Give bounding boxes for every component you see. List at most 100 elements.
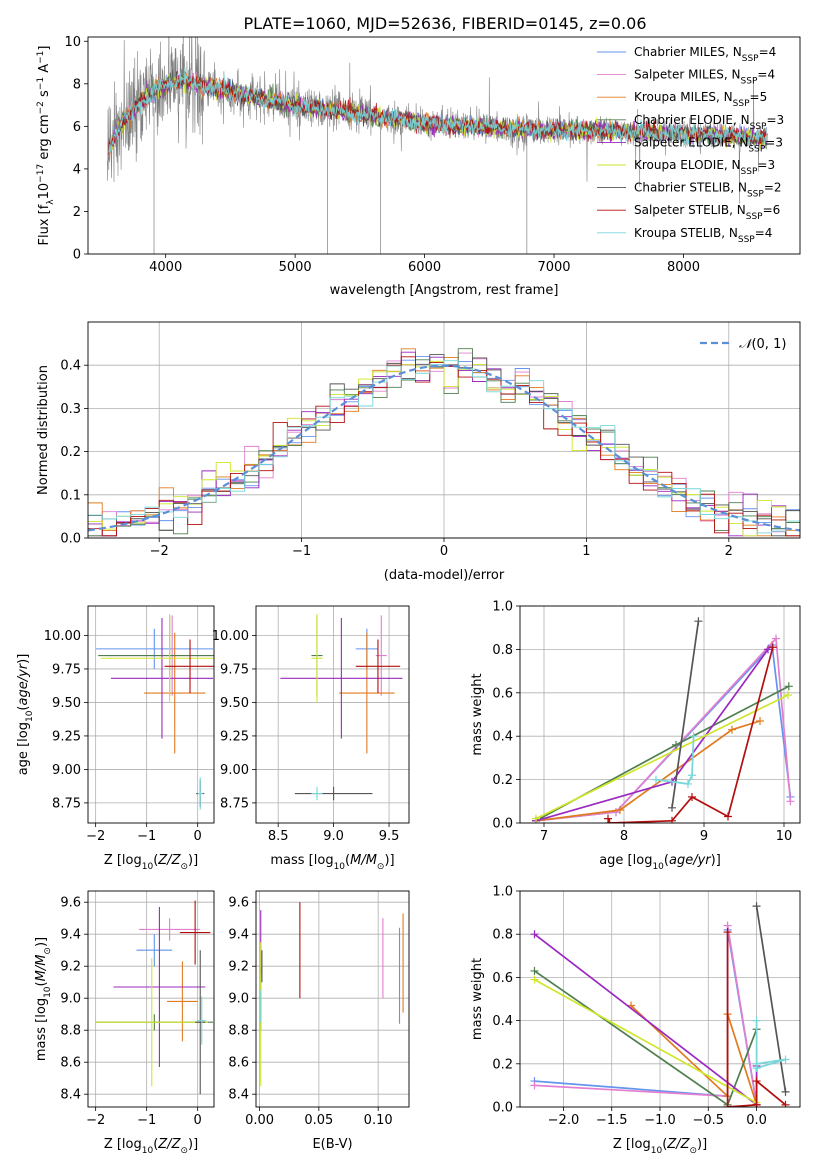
weight-marker <box>652 775 660 784</box>
y-tick-label: 0.8 <box>492 928 513 943</box>
axes-frame <box>87 890 215 1108</box>
y-tick-label: 9.6 <box>60 896 81 911</box>
histogram-6 <box>88 353 800 537</box>
weight-marker <box>530 1081 539 1090</box>
weight-marker <box>724 812 732 821</box>
weight-marker <box>752 1059 761 1068</box>
weight-marker <box>604 814 612 823</box>
weight-marker <box>781 1100 790 1107</box>
y-tick-label: 4 <box>73 162 81 177</box>
weight-line-4 <box>533 933 758 1107</box>
panel-mass-vs-EBV: 0.00 0.05 0.10 8.4 8.6 8.8 9.0 9.2 9.4 9.6 E(B-V) <box>228 890 410 1152</box>
weight-line-1 <box>534 925 758 1105</box>
y-tick-label: 8.8 <box>228 1024 249 1039</box>
x-tick-label: 7 <box>540 829 548 844</box>
x-tick-label: 7000 <box>537 260 570 275</box>
x-tick-label: −2 <box>86 829 105 844</box>
y-tick-label: 8.75 <box>52 796 81 811</box>
y-tick-label: 1.0 <box>492 885 513 900</box>
x-tick-label: 2 <box>725 544 733 559</box>
y-tick-label: 8.6 <box>60 1056 81 1071</box>
axes-frame <box>87 321 801 539</box>
y-axis-label: Normed distribution <box>36 365 51 495</box>
legend-entry: Kroupa STELIB, NSSP=4 <box>634 226 772 245</box>
y-tick-label: 8.4 <box>60 1088 81 1103</box>
weight-marker <box>530 975 539 984</box>
weight-marker <box>784 690 792 699</box>
weight-marker <box>784 682 793 691</box>
y-tick-label: 9.0 <box>228 992 249 1007</box>
y-tick-label: 0.6 <box>492 686 513 701</box>
weight-marker <box>532 814 540 823</box>
x-tick-label: 1 <box>582 544 590 559</box>
weight-marker <box>530 930 539 939</box>
y-tick-label: 0.2 <box>492 773 513 788</box>
weight-marker <box>688 792 696 801</box>
y-tick-label: 0.0 <box>60 532 81 547</box>
legend: 𝒩(0, 1) <box>700 337 786 352</box>
axes-frame <box>519 605 801 824</box>
y-tick-label: 1.0 <box>492 600 513 615</box>
panel-spectrum: 4000 5000 6000 7000 8000 0 2 4 6 8 10 wavelength [A… <box>36 35 801 298</box>
weight-line-2 <box>535 720 761 822</box>
x-tick-label: −1 <box>137 829 156 844</box>
axes-frame <box>87 36 801 255</box>
panel-residual-histogram: −2 −1 0 1 2 0.0 0.1 0.2 0.3 0.4 (data-model)/error… <box>36 321 801 583</box>
weight-marker <box>605 819 614 823</box>
x-tick-label: 6000 <box>408 260 441 275</box>
x-tick-label: 4000 <box>149 260 182 275</box>
weight-marker <box>752 1077 761 1086</box>
y-tick-label: 0 <box>73 248 81 263</box>
axes-frame <box>87 605 215 824</box>
weight-marker <box>772 634 780 643</box>
y-tick-label: 8 <box>73 77 81 92</box>
x-tick-label: 8.5 <box>268 829 289 844</box>
x-tick-label: 5000 <box>279 260 312 275</box>
x-axis-label: Z [log10(Z/Z⊙)] <box>104 853 198 872</box>
plot-area <box>532 617 795 823</box>
y-tick-label: 9.2 <box>228 960 249 975</box>
histogram-8 <box>88 360 800 534</box>
plot-area <box>280 614 403 801</box>
plot-area <box>95 614 214 810</box>
x-tick-label: −2 <box>86 1113 105 1128</box>
y-tick-label: 10 <box>64 35 81 50</box>
y-tick-label: 9.6 <box>228 896 249 911</box>
y-tick-label: 9.4 <box>60 928 81 943</box>
y-axis-label: mass weight <box>470 673 485 755</box>
weight-marker <box>530 966 539 975</box>
x-tick-label: 0.00 <box>245 1113 274 1128</box>
y-tick-label: 8.4 <box>228 1088 249 1103</box>
x-tick-label: −1 <box>292 544 311 559</box>
legend-entry: Salpeter STELIB, NSSP=6 <box>634 203 780 222</box>
legend-entry: Kroupa MILES, NSSP=5 <box>634 90 767 109</box>
y-tick-label: 9.4 <box>228 928 249 943</box>
legend: Chabrier MILES, NSSP=4 Salpeter MILES, NS… <box>597 45 784 245</box>
panel-mass-vs-Z: −2 −1 0 8.4 8.6 8.8 9.0 9.2 9.4 9.6 Z [log10(Z/Z⊙)… <box>34 890 215 1156</box>
y-tick-label: 0.8 <box>492 643 513 658</box>
y-tick-label: 8.8 <box>60 1024 81 1039</box>
weight-marker <box>694 617 703 626</box>
panel-age-vs-Z: −2 −1 0 8.75 9.00 9.25 9.50 9.75 10.00 Z [log10(Z… <box>16 605 215 872</box>
data-spectrum <box>107 37 768 204</box>
weight-marker <box>672 740 680 749</box>
y-tick-label: 2 <box>73 205 81 220</box>
weight-marker <box>668 816 676 823</box>
x-tick-label: −1.5 <box>596 1113 628 1128</box>
y-tick-label: 0.0 <box>492 1101 513 1116</box>
y-tick-label: 9.25 <box>52 729 81 744</box>
y-tick-label: 0.6 <box>492 971 513 986</box>
panel-age-vs-mass: 8.5 9.0 9.5 8.75 9.00 9.25 9.50 9.75 10.00 mass [… <box>212 605 410 872</box>
legend-entry: Salpeter MILES, NSSP=4 <box>634 68 775 87</box>
weight-marker <box>781 1087 790 1096</box>
y-tick-label: 0.4 <box>492 730 513 745</box>
x-tick-label: 0.10 <box>364 1113 393 1128</box>
model-spectrum-8 <box>108 67 767 153</box>
y-tick-label: 10.00 <box>44 629 81 644</box>
weight-marker <box>781 1055 790 1064</box>
x-axis-label: mass [log10(M/M⊙)] <box>270 853 394 872</box>
x-tick-label: 9 <box>700 829 708 844</box>
weight-marker <box>752 1100 761 1107</box>
x-tick-label: 8000 <box>667 260 700 275</box>
